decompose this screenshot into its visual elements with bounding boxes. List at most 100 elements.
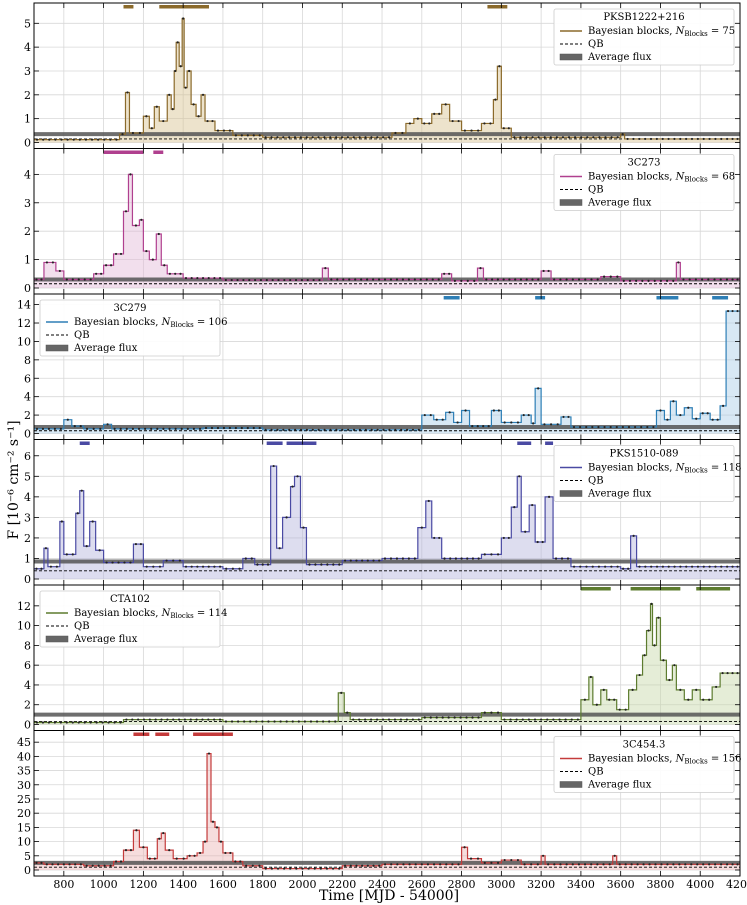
flux-data-point [640,425,643,429]
flux-data-point [47,427,51,430]
flux-data-point [142,718,146,721]
flux-data-point [145,115,148,118]
flux-data-point [546,718,549,721]
flux-data-point [131,718,134,721]
y-tick-label: 2 [24,699,31,712]
x-tick-label: 1400 [169,878,197,891]
flux-data-point [471,557,475,560]
x-tick-label: 1600 [209,878,237,891]
flux-data-point [638,137,641,141]
flux-data-point [168,93,171,96]
flux-data-point [725,863,729,866]
flux-data-point [340,691,343,694]
flux-data-point [158,565,162,568]
flux-data-point [471,425,474,428]
flux-data-point [655,137,658,141]
flux-data-point [479,267,482,270]
flux-data-point [687,406,690,409]
flux-data-point [668,678,671,682]
flux-data-point [172,559,175,562]
flux-data-point [685,565,688,568]
x-tick-label: 3000 [487,878,515,891]
flux-data-point [388,428,391,431]
flux-data-point [613,698,616,701]
flux-fill-area [34,311,740,434]
flux-data-point [632,137,635,141]
flux-data-point [177,718,181,721]
x-tick-label: 3200 [527,878,555,891]
flux-data-point [429,413,432,417]
legend-bayesian-label: Bayesian blocks, NBlocks = 156 [588,754,742,766]
flux-data-point [131,427,135,430]
flux-data-point [370,428,373,431]
flux-data-point [300,278,303,282]
flux-data-point [77,278,80,281]
flux-data-point [627,567,630,570]
panel-pks1510-089: 0 1 2 3 4 5 6 PKS1510-089 Bayesian blocks, NBloc… [24,439,742,586]
flux-data-point [148,857,151,860]
flux-data-point [109,864,112,867]
flux-data-point [510,421,513,424]
flux-data-point [433,536,436,540]
flux-data-point [559,278,562,281]
flux-data-point [361,559,364,562]
flux-data-point [419,278,422,281]
flux-data-point [229,851,232,855]
y-tick-label: 0 [24,573,31,586]
flux-data-point [35,567,38,570]
flux-data-point [331,867,335,870]
x-tick-label: 3400 [567,878,595,891]
flux-data-point [323,136,326,139]
flux-data-point [320,563,323,566]
flux-data-point [502,278,505,281]
flux-data-point [76,512,79,515]
flux-data-point [509,718,512,721]
y-axis-title: F [10⁻⁶ cm⁻² s⁻¹] [6,420,22,539]
flux-data-point [335,428,338,431]
flux-data-point [125,427,128,430]
flux-data-point [259,278,263,282]
flux-data-point [190,565,193,568]
flux-data-point [515,718,518,721]
flux-data-point [224,851,227,855]
legend-qb-label: QB [588,185,604,196]
flux-data-point [502,536,505,540]
flux-data-point [661,565,664,568]
flux-data-point [577,278,581,281]
flux-data-point [383,863,387,866]
flux-data-point [299,136,302,139]
flux-data-point [401,278,405,281]
flux-data-point [123,561,126,564]
flux-data-point [679,413,682,417]
flux-data-point [352,136,355,139]
flux-data-point [394,131,397,135]
flux-data-point [378,864,381,867]
flux-data-point [700,278,704,281]
flux-data-point [622,567,625,570]
flux-data-point [258,134,261,137]
flux-data-point [407,278,410,281]
flux-data-point [696,137,699,141]
flux-data-point [53,427,56,430]
flux-fill-area [34,18,740,143]
flux-data-point [586,136,589,139]
flux-data-point [160,718,163,721]
flux-data-point [182,857,185,860]
flux-data-point [57,863,60,866]
flux-data-point [355,864,358,867]
flux-data-point [35,721,39,724]
flux-data-point [135,829,138,832]
flux-data-point [648,863,651,866]
y-tick-label: 10 [17,335,31,348]
flux-data-point [165,559,168,562]
flux-data-point [483,711,486,714]
flux-data-point [604,565,607,568]
flux-data-point [277,278,280,282]
flux-data-point [246,134,249,137]
flux-data-point [74,863,77,866]
flux-data-point [155,105,158,108]
flux-data-point [370,136,373,139]
flux-data-point [435,716,438,719]
flux-data-point [138,131,141,135]
